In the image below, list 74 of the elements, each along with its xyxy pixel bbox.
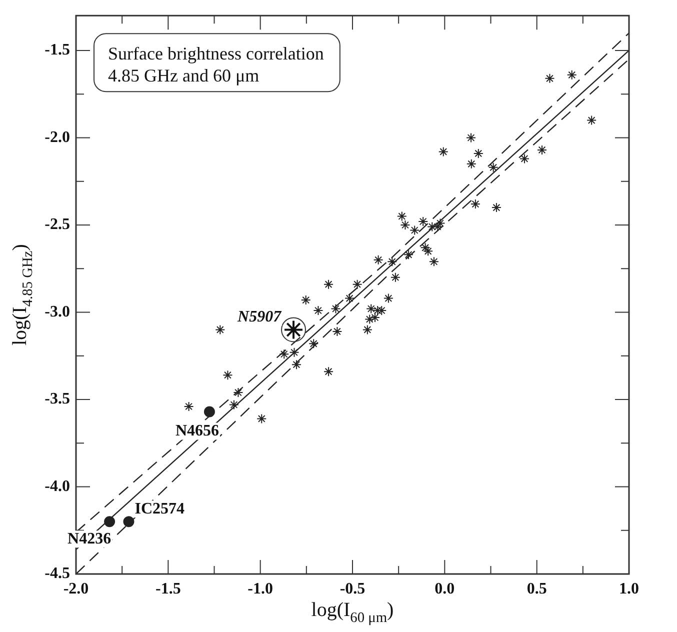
y-tick-label: -3.0: [44, 303, 70, 320]
point: [300, 295, 311, 306]
y-tick-label: -2.5: [44, 216, 70, 234]
point: [215, 324, 226, 335]
point: [256, 414, 267, 424]
annotation: N4236: [68, 530, 112, 548]
point: [376, 306, 387, 316]
point: [364, 314, 375, 324]
point: [423, 246, 434, 256]
annotation: IC2574: [134, 500, 184, 518]
point: [410, 225, 420, 236]
point: [332, 326, 342, 336]
x-tick-label: -2.0: [63, 580, 89, 598]
point: [362, 324, 372, 335]
annotation: N5907: [236, 308, 282, 326]
x-tick-label: 0.5: [526, 580, 547, 598]
point: [313, 306, 324, 316]
point: [324, 366, 334, 377]
point: [324, 279, 334, 290]
point: [491, 202, 502, 213]
point: [536, 144, 547, 155]
point: [289, 347, 300, 358]
point: [308, 338, 319, 349]
point: [432, 222, 443, 232]
point: [473, 148, 484, 158]
point: [279, 349, 290, 360]
point: [228, 400, 239, 410]
y-tick-label: -1.5: [44, 42, 70, 59]
point: [586, 115, 597, 126]
point: [281, 317, 306, 342]
point: [233, 388, 244, 398]
point: [204, 406, 215, 418]
point: [420, 242, 430, 253]
y-tick-label: -4.5: [44, 565, 70, 582]
y-tick-label: -3.5: [44, 390, 70, 408]
point: [330, 304, 341, 314]
point: [470, 199, 480, 210]
point: [383, 293, 394, 304]
y-tick-label: -4.0: [44, 478, 70, 495]
point: [396, 211, 407, 222]
point: [104, 516, 116, 528]
point: [370, 312, 380, 322]
text: Surface brightness correlation 4.85 GHz and 60 μm: [108, 44, 324, 86]
point: [366, 304, 376, 314]
point: [435, 218, 446, 228]
point: [184, 401, 194, 412]
x-tick-label: -1.0: [248, 580, 273, 598]
point: [438, 146, 448, 157]
point: [466, 158, 476, 169]
x-tick-label: -1.5: [156, 580, 181, 598]
point: [387, 256, 398, 267]
point: [373, 254, 384, 265]
point: [404, 250, 414, 260]
x-tick-label: -0.5: [340, 580, 366, 598]
point: [488, 162, 498, 172]
point: [390, 272, 400, 282]
point: [222, 370, 233, 380]
point: [428, 256, 439, 267]
annotation: N4656: [175, 422, 220, 440]
point: [352, 279, 362, 290]
point: [418, 216, 428, 227]
x-tick-label: 1.0: [619, 580, 639, 598]
point: [427, 222, 438, 232]
x-tick-label: 0.0: [434, 580, 455, 598]
point: [344, 293, 355, 304]
point: [123, 516, 134, 528]
point: [466, 132, 476, 143]
point: [544, 73, 555, 84]
y-axis-title: log(I4.85 GHz): [9, 244, 36, 346]
point: [519, 154, 530, 164]
point: [400, 220, 410, 230]
point: [566, 70, 577, 80]
y-tick-label: -2.0: [44, 128, 70, 146]
point: [291, 360, 302, 370]
